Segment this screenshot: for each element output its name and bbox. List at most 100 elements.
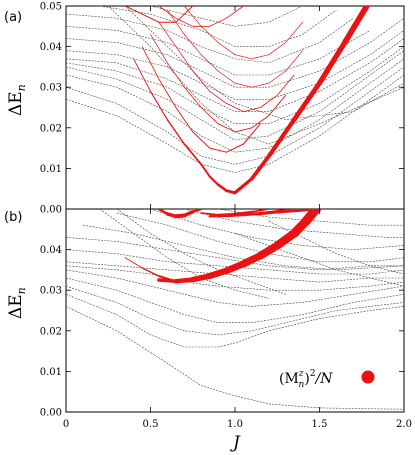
panel-b-xlabel: J <box>230 433 241 453</box>
panel-b-ytick-label: 0.04 <box>40 245 62 256</box>
panel-b-ytick-label: 0.00 <box>40 408 62 419</box>
panel-a-red-segment <box>251 82 270 88</box>
panel-a-red-segment <box>251 54 270 60</box>
panel-b-grey-line-1 <box>66 294 404 348</box>
panel-a-red-segment <box>243 107 261 112</box>
panel-b-grey-line-2 <box>66 285 404 336</box>
panel-a-red-segment <box>285 50 303 72</box>
panel-a-red-segment <box>209 90 227 104</box>
panel-a-red-segment <box>124 6 143 15</box>
panel-a-grey-line-9 <box>66 13 354 64</box>
panel-a-red-segment <box>183 143 203 166</box>
panel-a-red-series-6 <box>183 6 303 60</box>
panel-b-red-segment <box>182 210 195 218</box>
panel-a-red-segment <box>217 70 236 84</box>
panel-b-red-segment <box>157 278 178 284</box>
panel-a-ytick-label: 0.04 <box>40 42 62 53</box>
panel-a-ytick-label: 0.03 <box>40 83 62 94</box>
panel-a-red-segment <box>209 17 227 27</box>
panel-b-red-segment <box>141 267 160 277</box>
panel-a-ytick-label: 0.00 <box>40 205 62 216</box>
panel-b-xtick-label: 0 <box>63 419 69 430</box>
panel-a-red-segment <box>200 54 219 72</box>
panel-b-red-series-1 <box>124 257 172 281</box>
panel-a-red-segment <box>291 80 322 123</box>
panel-b-red-segment <box>217 212 236 216</box>
panel-b-grey-line-16 <box>234 233 404 287</box>
panel-b-grey-line-6 <box>66 261 404 283</box>
panel-a-red-series-2 <box>141 46 261 153</box>
panel-a-red-segment <box>217 42 236 56</box>
panel-a-grey-line-0 <box>66 74 404 173</box>
panel-a-red-segment <box>266 117 297 159</box>
panel-a-red-segment <box>216 183 228 192</box>
panel-a-red-segment <box>276 74 295 96</box>
panel-a-red-series-8 <box>158 6 244 27</box>
panel-a-red-segment <box>183 34 202 56</box>
panel-a-red-segment <box>226 6 244 19</box>
panel-b-xtick-label: 1.5 <box>312 419 328 430</box>
panel-a-grey-line-11 <box>150 6 303 27</box>
panel-b-grey-line-0 <box>66 306 404 410</box>
panel-b-red-segment <box>258 210 279 216</box>
panel-a-ylabel: ΔEn <box>6 84 28 116</box>
panel-a-red-segment <box>183 86 202 108</box>
panel-a-red-segment <box>233 176 254 195</box>
panel-b-red-segment <box>173 277 196 284</box>
panel-a-red-segment <box>192 70 211 92</box>
panel-a-red-segment <box>208 175 220 186</box>
panel-a-red-segment <box>150 34 168 64</box>
panel-b-red-series-3 <box>208 209 313 218</box>
panel-b: 0.00 0.01 0.02 0.03 0.04 0 0.5 1.0 1.5 2.0 (b) ΔE… <box>4 208 412 453</box>
panel-a-red-segment <box>158 6 177 19</box>
panel-a-red-segment <box>226 103 244 112</box>
panel-a-red-segment <box>175 17 194 27</box>
panel-a-grey-line-12 <box>108 6 404 145</box>
panel-b-grey-line-7 <box>66 249 404 275</box>
panel-a-red-segment <box>259 94 278 108</box>
panel-b-grey-line-17 <box>268 220 404 275</box>
panel-a-red-segment <box>234 82 253 88</box>
panel-a-red-segment <box>192 131 211 149</box>
panel-b-red-series-2 <box>157 209 203 219</box>
panel-a-red-segment <box>141 46 160 80</box>
panel-a-red-segment <box>225 189 237 195</box>
panel-a-red-segment <box>234 127 253 133</box>
panel-a-red-segment <box>209 147 227 153</box>
panel-a-grey-line-4 <box>66 46 404 124</box>
panel-b-red-series-0 <box>157 209 321 284</box>
panel-b-grey-line-15 <box>116 209 286 295</box>
panel-a-red-segment <box>268 42 287 56</box>
panel-b-grey-line-12 <box>184 209 404 238</box>
panel-a-red-segment <box>141 13 160 23</box>
panel-a-red-segment <box>316 39 348 86</box>
panel-a-label: (a) <box>4 10 22 25</box>
panel-a-red-segment <box>251 115 270 129</box>
panel-b-red-segment <box>157 275 172 281</box>
panel-a-red-segment <box>226 143 244 153</box>
panel-a-red-segment <box>158 78 177 108</box>
panel-a-red-series-3 <box>150 34 287 133</box>
panel-b-red-segment <box>242 212 262 217</box>
panel-b-label: (b) <box>4 210 22 225</box>
panel-b-frame <box>65 208 405 413</box>
panel-b-grey-line-13 <box>218 209 404 226</box>
panel-a-ytick-label: 0.05 <box>40 2 62 13</box>
panel-a-grey-line-5 <box>66 38 404 112</box>
panel-b-red-segment <box>234 210 253 215</box>
panel-a-red-segment <box>183 6 202 27</box>
panel-b-red-segment <box>191 209 203 214</box>
panel-b-xtick-label: 2.0 <box>396 419 412 430</box>
panel-a-red-segment <box>285 21 303 43</box>
panel-a-ytick-label: 0.01 <box>40 164 62 175</box>
panel-a-red-segment <box>268 70 287 84</box>
panel-a-red-segment <box>217 123 236 133</box>
panel-a-red-segment <box>234 54 253 60</box>
panel-a-ytick-label: 0.02 <box>40 123 62 134</box>
panel-a: 0.00 0.01 0.02 0.03 0.04 0.05 (a) ΔEn <box>4 2 405 216</box>
panel-a-red-segment <box>175 107 194 133</box>
panel-b-red-series-4 <box>200 209 270 216</box>
panel-b-red-segment <box>200 212 219 216</box>
panel-a-red-segment <box>149 90 168 121</box>
panel-b-grey-line-14 <box>99 209 269 299</box>
